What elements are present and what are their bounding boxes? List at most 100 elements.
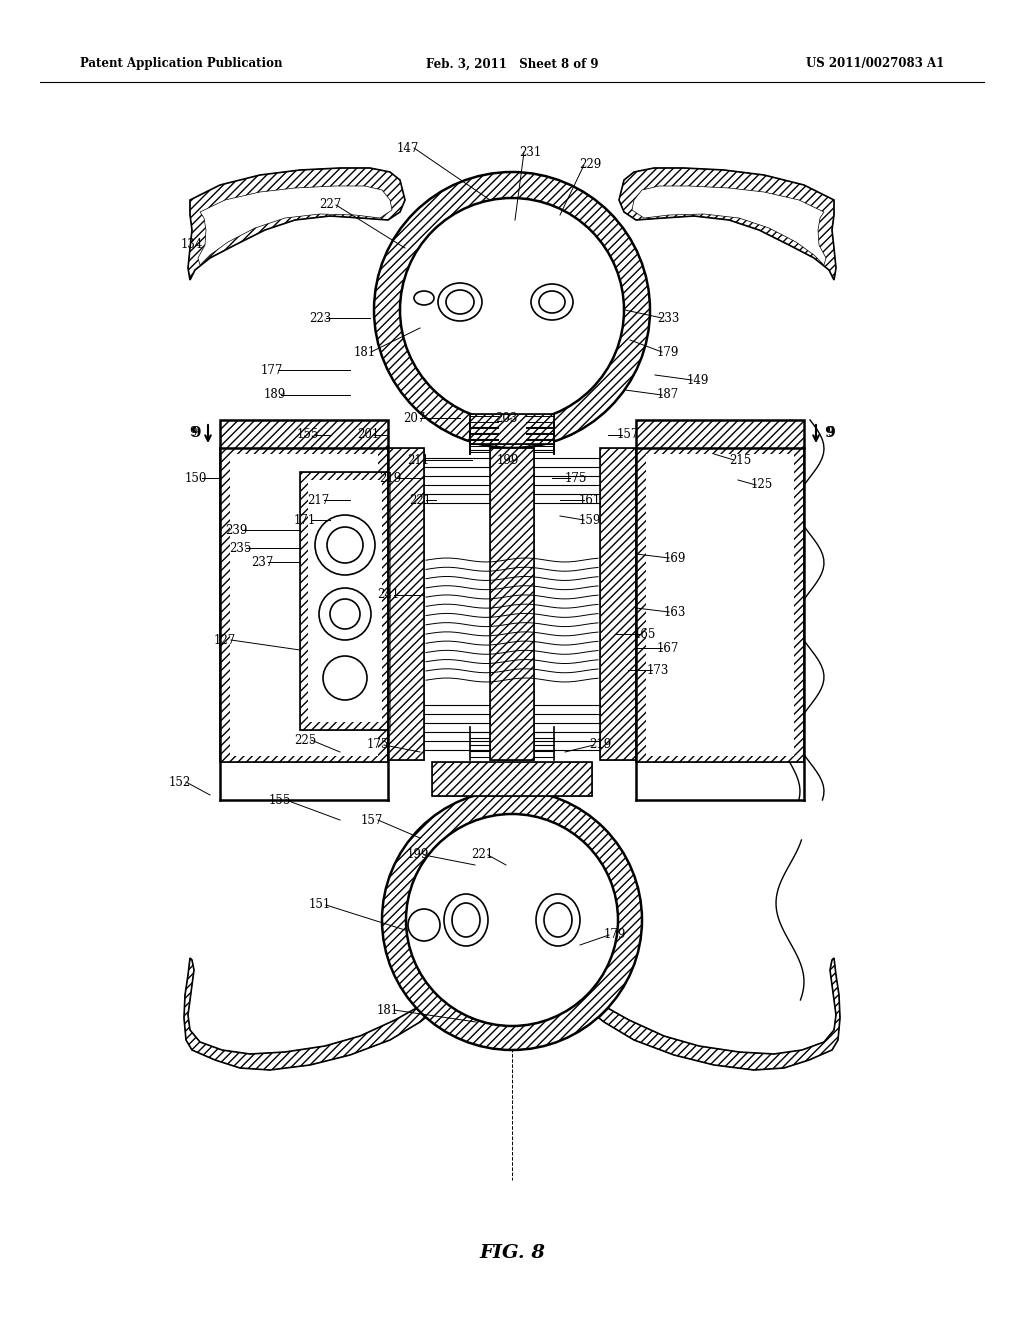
Ellipse shape [438, 282, 482, 321]
Text: 127: 127 [214, 634, 237, 647]
Bar [432, 762, 592, 796]
Text: 179: 179 [604, 928, 627, 941]
Text: 167: 167 [656, 642, 679, 655]
Bar [432, 762, 592, 796]
Text: 125: 125 [751, 479, 773, 491]
Text: 159: 159 [579, 513, 601, 527]
Ellipse shape [446, 290, 474, 314]
Text: 171: 171 [294, 513, 316, 527]
Text: 223: 223 [309, 312, 331, 325]
Text: 225: 225 [294, 734, 316, 747]
Text: 239: 239 [225, 524, 247, 536]
Bar [220, 420, 388, 447]
Text: 207: 207 [402, 412, 425, 425]
Text: 199: 199 [407, 849, 429, 862]
Bar [636, 447, 804, 762]
Bar [636, 420, 804, 447]
Text: 175: 175 [565, 471, 587, 484]
Text: 9: 9 [823, 426, 835, 440]
Text: 199: 199 [497, 454, 519, 466]
Bar [432, 248, 592, 282]
Text: 157: 157 [616, 429, 639, 441]
Text: Patent Application Publication: Patent Application Publication [80, 58, 283, 70]
Ellipse shape [452, 903, 480, 937]
Text: 181: 181 [354, 346, 376, 359]
Text: 219: 219 [379, 471, 401, 484]
Bar [470, 414, 554, 444]
Polygon shape [184, 958, 435, 1071]
Bar [220, 447, 388, 762]
Text: US 2011/0027083 A1: US 2011/0027083 A1 [806, 58, 944, 70]
Bar [388, 447, 424, 760]
Bar [600, 447, 636, 760]
Text: 241: 241 [377, 589, 399, 602]
Circle shape [382, 789, 642, 1049]
Text: 173: 173 [647, 664, 670, 676]
Circle shape [400, 198, 624, 422]
Bar [388, 447, 424, 760]
Text: 157: 157 [360, 813, 383, 826]
Text: 134: 134 [181, 239, 203, 252]
Circle shape [323, 656, 367, 700]
Text: 187: 187 [656, 388, 679, 401]
Text: 229: 229 [579, 158, 601, 172]
Text: 219: 219 [589, 738, 611, 751]
Bar [470, 414, 554, 444]
Text: 181: 181 [377, 1003, 399, 1016]
Ellipse shape [444, 894, 488, 946]
Text: 211: 211 [407, 454, 429, 466]
Text: 161: 161 [579, 494, 601, 507]
Text: 221: 221 [409, 494, 431, 507]
Polygon shape [632, 186, 826, 265]
Bar [636, 447, 804, 762]
Text: 233: 233 [656, 312, 679, 325]
Text: 215: 215 [729, 454, 752, 466]
Circle shape [406, 814, 618, 1026]
Bar [300, 473, 390, 730]
Text: 235: 235 [228, 541, 251, 554]
Ellipse shape [414, 290, 434, 305]
Text: 150: 150 [184, 471, 207, 484]
Bar [490, 447, 534, 760]
Ellipse shape [536, 894, 580, 946]
Text: Feb. 3, 2011   Sheet 8 of 9: Feb. 3, 2011 Sheet 8 of 9 [426, 58, 598, 70]
Bar [636, 420, 804, 447]
Text: 9: 9 [189, 426, 201, 440]
Text: 189: 189 [264, 388, 286, 401]
Text: 147: 147 [397, 141, 419, 154]
Polygon shape [589, 958, 840, 1071]
Text: 217: 217 [307, 494, 329, 507]
Text: 177: 177 [261, 363, 284, 376]
Text: 9: 9 [827, 426, 835, 440]
Text: 151: 151 [309, 899, 331, 912]
Text: 155: 155 [297, 429, 319, 441]
Ellipse shape [531, 284, 573, 319]
Circle shape [330, 599, 360, 630]
Circle shape [319, 587, 371, 640]
Text: 203: 203 [495, 412, 517, 425]
Text: 175: 175 [367, 738, 389, 751]
Text: 227: 227 [318, 198, 341, 211]
Bar [600, 447, 636, 760]
Circle shape [327, 527, 362, 564]
Text: 149: 149 [687, 374, 710, 387]
Text: 165: 165 [634, 627, 656, 640]
Ellipse shape [544, 903, 572, 937]
Text: FIG. 8: FIG. 8 [479, 1243, 545, 1262]
Bar [308, 480, 382, 722]
Polygon shape [198, 186, 392, 265]
Bar [220, 420, 388, 447]
Text: 169: 169 [664, 552, 686, 565]
Circle shape [315, 515, 375, 576]
Ellipse shape [539, 290, 565, 313]
Polygon shape [188, 168, 406, 280]
Text: 231: 231 [519, 145, 541, 158]
Bar [220, 447, 388, 762]
Text: 179: 179 [656, 346, 679, 359]
Bar [230, 454, 378, 756]
Text: 237: 237 [251, 556, 273, 569]
Circle shape [408, 909, 440, 941]
Bar [432, 248, 592, 282]
Text: 201: 201 [357, 429, 379, 441]
Text: 155: 155 [269, 793, 291, 807]
